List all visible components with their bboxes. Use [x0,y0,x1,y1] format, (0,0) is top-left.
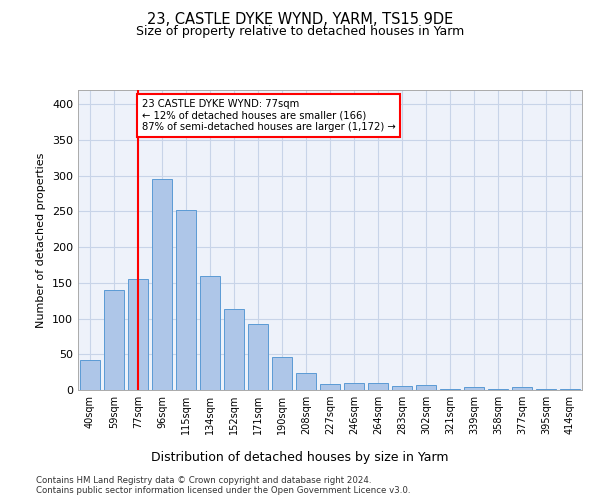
Bar [104,290,124,390]
Bar [512,387,532,390]
Bar [344,383,364,390]
Text: Size of property relative to detached houses in Yarm: Size of property relative to detached ho… [136,25,464,38]
Bar [152,180,172,390]
Bar [176,210,196,390]
Bar [272,357,292,390]
Bar [488,388,508,390]
Bar [248,324,268,390]
Bar [200,276,220,390]
Bar [464,387,484,390]
Text: 23 CASTLE DYKE WYND: 77sqm
← 12% of detached houses are smaller (166)
87% of sem: 23 CASTLE DYKE WYND: 77sqm ← 12% of deta… [142,98,395,132]
Bar [368,383,388,390]
Bar [224,310,244,390]
Bar [296,373,316,390]
Bar [536,388,556,390]
Bar [440,388,460,390]
Bar [128,280,148,390]
Text: 23, CASTLE DYKE WYND, YARM, TS15 9DE: 23, CASTLE DYKE WYND, YARM, TS15 9DE [147,12,453,28]
Text: Distribution of detached houses by size in Yarm: Distribution of detached houses by size … [151,451,449,464]
Bar [416,385,436,390]
Bar [80,360,100,390]
Bar [320,384,340,390]
Bar [560,388,580,390]
Bar [392,386,412,390]
Text: Contains HM Land Registry data © Crown copyright and database right 2024.
Contai: Contains HM Land Registry data © Crown c… [36,476,410,495]
Y-axis label: Number of detached properties: Number of detached properties [37,152,46,328]
